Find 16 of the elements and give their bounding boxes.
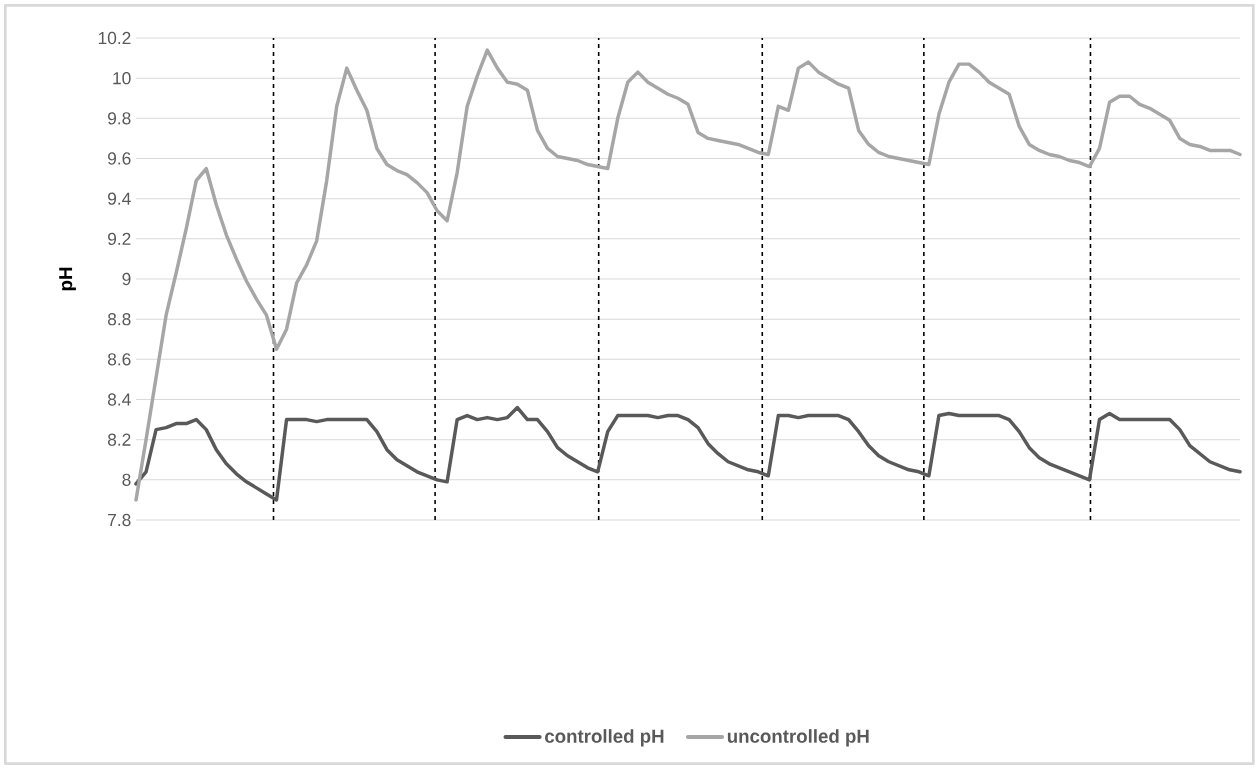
y-tick-label: 7.8 [108,513,131,527]
y-axis-title: pH [59,267,76,291]
y-tick-label: 9.4 [108,192,131,205]
y-tick-label: 8.2 [107,433,131,446]
y-tick-label: 9 [122,272,131,286]
legend-label: controlled pH [545,729,664,747]
y-tick-label: 10.2 [98,31,131,45]
y-tick-label: 8 [122,473,131,486]
legend-label: uncontrolled pH [727,729,869,747]
y-tick-label: 8.4 [107,393,131,406]
y-tick-label: 8.8 [107,313,131,326]
y-tick-label: 9.6 [108,152,131,165]
y-tick-label: 9.8 [108,112,131,125]
y-tick-label: 8.6 [107,353,131,366]
y-tick-label: 9.2 [108,232,131,245]
y-tick-label: 10 [113,72,131,85]
